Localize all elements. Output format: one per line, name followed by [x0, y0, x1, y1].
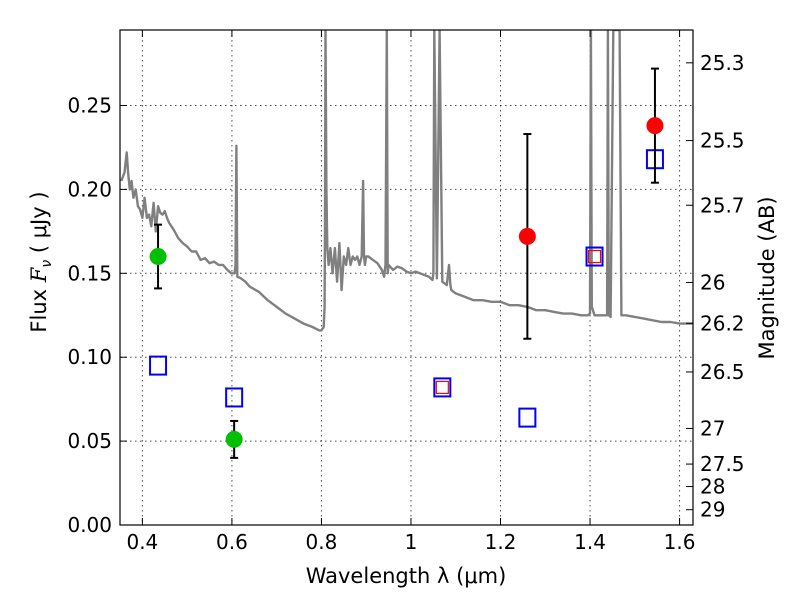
- detection-green-point: [225, 430, 243, 448]
- magnitude-tick-label: 26.2: [700, 311, 745, 335]
- y-tick-label: 0.25: [67, 94, 112, 118]
- magnitude-tick-label: 27: [700, 416, 725, 440]
- model-photometry-square: [149, 355, 168, 376]
- magnitude-tick-label: 26.5: [700, 360, 745, 384]
- x-axis-label: Wavelength λ (μm): [306, 564, 507, 588]
- magnitude-tick-label: 27.5: [700, 452, 745, 476]
- magnitude-tick-label: 25.5: [700, 129, 745, 153]
- x-tick-label: 1.4: [574, 530, 606, 554]
- magnitude-tick-label: 25.3: [700, 51, 745, 75]
- magnitude-tick-label: 29: [700, 498, 725, 522]
- y-tick-label: 0.10: [67, 345, 112, 369]
- magnitude-axis-label: Magnitude (AB): [755, 196, 779, 359]
- y-tick-label: 0.15: [67, 261, 112, 285]
- model-photometry-square: [225, 387, 244, 408]
- model-photometry-square: [433, 377, 452, 398]
- inner-red-square: [435, 380, 449, 395]
- x-tick-label: 1: [405, 530, 418, 554]
- magnitude-tick-label: 26: [700, 270, 725, 294]
- model-spectrum-line: [120, 30, 693, 332]
- magnitude-tick-label: 28: [700, 475, 725, 499]
- y-axis-label-unit: ( μJy ): [27, 191, 51, 259]
- detection-red-point: [518, 227, 536, 245]
- model-photometry-square: [585, 246, 604, 267]
- model-spectrum-layer: [120, 30, 693, 332]
- plot-frame: [119, 29, 694, 526]
- y-tick-label: 0.00: [67, 513, 112, 537]
- axis-ticks: 0.4 0.6 0.8 1 1.2 1.4 1.6 0.00 0.05 0.10 0.15 0.20 0…: [67, 30, 745, 554]
- detection-green-point: [149, 248, 167, 266]
- y-axis-label-subscript: ν: [39, 260, 55, 268]
- inner-red-square: [587, 249, 602, 264]
- x-tick-label: 0.6: [216, 530, 248, 554]
- x-tick-label: 0.8: [306, 530, 338, 554]
- x-tick-label: 1.6: [664, 530, 696, 554]
- photometry-points-layer: [149, 67, 664, 459]
- detection-red-point: [646, 117, 664, 135]
- y-axis-label-symbol: F: [27, 266, 51, 283]
- model-photometry-square: [518, 407, 537, 428]
- y-tick-label: 0.20: [67, 177, 112, 201]
- y-axis-label-prefix: Flux: [27, 282, 51, 332]
- y-tick-label: 0.05: [67, 429, 112, 453]
- x-tick-label: 0.4: [126, 530, 158, 554]
- y-axis-label: Flux Fν ( μJy ): [27, 191, 55, 332]
- magnitude-tick-label: 25.7: [700, 193, 745, 217]
- x-tick-label: 1.2: [485, 530, 517, 554]
